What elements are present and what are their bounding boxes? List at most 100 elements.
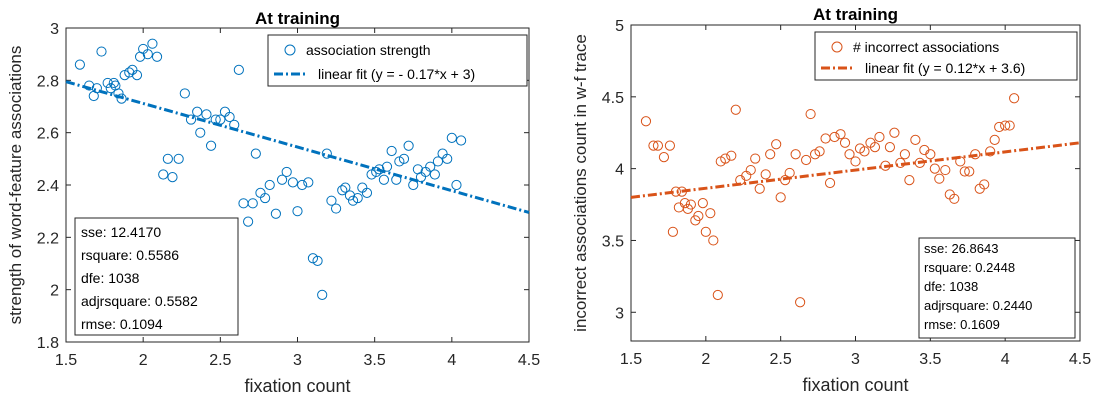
right-data-point xyxy=(658,152,670,163)
left-chart: At training fixation count strength of w… xyxy=(6,9,540,396)
right-data-point xyxy=(780,175,791,186)
left-y-tick-label: 2.8 xyxy=(37,73,59,90)
left-data-point xyxy=(374,164,385,175)
right-y-tick-label: 5 xyxy=(615,18,624,35)
right-data-point xyxy=(730,104,741,115)
left-ticks: 1.5 2 2.5 3 3.5 4 4.5 1.8 2 2.2 2.4 2.6 2.8 3 xyxy=(37,21,540,369)
right-data-point xyxy=(648,140,659,151)
left-data-point xyxy=(247,198,258,209)
left-data-point xyxy=(229,119,240,130)
right-data-point xyxy=(697,198,708,209)
left-data-point xyxy=(297,179,308,191)
left-data-point xyxy=(281,166,292,178)
right-data-point xyxy=(814,146,825,157)
right-x-axis-label: fixation count xyxy=(802,375,908,395)
left-data-point xyxy=(321,148,332,159)
left-data-point xyxy=(432,156,444,167)
left-data-point xyxy=(173,153,184,164)
left-stat-sse: sse: 12.4170 xyxy=(81,224,161,240)
right-data-point xyxy=(670,186,682,197)
right-data-point xyxy=(693,210,704,222)
left-data-point xyxy=(408,179,419,191)
left-data-point xyxy=(381,161,393,172)
right-data-point xyxy=(685,199,696,210)
left-fit-line xyxy=(65,80,530,214)
right-stat-rsquare: rsquare: 0.2448 xyxy=(924,260,1015,275)
right-data-point xyxy=(790,149,801,160)
right-stats-box: sse: 26.8643 rsquare: 0.2448 dfe: 1038 a… xyxy=(918,237,1076,339)
left-data-point xyxy=(201,109,212,120)
right-data-point xyxy=(940,164,951,176)
left-data-point xyxy=(259,192,271,204)
left-data-point xyxy=(205,140,217,151)
right-data-point xyxy=(959,166,970,177)
right-data-point xyxy=(795,297,806,308)
left-data-point xyxy=(224,111,235,123)
right-data-point xyxy=(874,131,885,143)
left-legend: association strength linear fit (y = - 0… xyxy=(267,34,528,87)
right-data-point xyxy=(700,226,711,237)
right-data-point xyxy=(859,146,870,157)
right-x-tick-label: 4 xyxy=(1001,351,1010,368)
left-data-point xyxy=(142,49,153,60)
left-data-point xyxy=(210,114,221,125)
left-data-point xyxy=(326,195,337,206)
right-points xyxy=(640,93,1020,308)
left-data-point xyxy=(179,88,190,99)
right-data-point xyxy=(667,226,679,237)
right-data-point xyxy=(760,169,771,180)
right-x-tick-label: 4.5 xyxy=(1069,351,1091,368)
right-stat-adjrsquare: adjrsquare: 0.2440 xyxy=(924,298,1032,313)
left-x-tick-label: 4.5 xyxy=(518,352,540,369)
left-data-point xyxy=(352,192,363,204)
right-data-point xyxy=(652,140,664,151)
left-data-point xyxy=(113,88,124,99)
right-data-point xyxy=(765,149,776,160)
right-stat-dfe: dfe: 1038 xyxy=(924,279,978,294)
left-data-point xyxy=(398,153,410,164)
right-data-point xyxy=(869,141,881,153)
left-points xyxy=(74,38,467,300)
left-x-tick-label: 3.5 xyxy=(364,352,386,369)
right-data-point xyxy=(985,146,996,157)
left-stat-dfe: dfe: 1038 xyxy=(81,270,140,286)
right-legend-label-points: # incorrect associations xyxy=(853,39,999,55)
right-data-point xyxy=(712,289,723,301)
right-data-point xyxy=(994,121,1005,133)
left-y-tick-label: 2.2 xyxy=(37,230,59,247)
left-y-tick-label: 2 xyxy=(50,283,59,300)
right-x-tick-label: 2.5 xyxy=(770,351,792,368)
right-data-point xyxy=(1004,120,1015,131)
left-data-point xyxy=(317,289,328,300)
left-data-point xyxy=(91,83,102,94)
right-legend-box xyxy=(814,31,1078,81)
right-y-tick-label: 4 xyxy=(615,162,624,179)
left-y-tick-label: 3 xyxy=(50,21,59,38)
left-x-tick-label: 2.5 xyxy=(209,352,231,369)
left-data-point xyxy=(276,174,288,185)
right-data-point xyxy=(970,149,981,160)
right-data-point xyxy=(910,134,921,146)
left-x-tick-label: 2 xyxy=(139,352,148,369)
right-data-point xyxy=(824,177,836,189)
left-data-point xyxy=(442,153,453,164)
right-data-point xyxy=(720,153,731,164)
left-data-point xyxy=(287,177,298,188)
right-data-point xyxy=(784,167,795,179)
right-y-tick-label: 3.5 xyxy=(602,233,624,250)
left-data-point xyxy=(147,38,158,49)
right-stats-box-frame xyxy=(918,237,1076,339)
right-data-point xyxy=(925,149,936,160)
left-data-point xyxy=(425,161,436,172)
left-data-point xyxy=(250,148,261,159)
left-x-tick-label: 3 xyxy=(293,352,302,369)
right-fit-layer xyxy=(630,141,1081,199)
left-data-point xyxy=(270,208,281,219)
right-data-point xyxy=(955,156,966,167)
left-stats-box: sse: 12.4170 rsquare: 0.5586 dfe: 1038 a… xyxy=(74,217,239,336)
left-data-point xyxy=(243,216,254,227)
left-data-point xyxy=(361,187,373,198)
right-data-point xyxy=(1009,93,1020,104)
right-data-point xyxy=(679,198,690,209)
left-data-point xyxy=(192,106,203,117)
